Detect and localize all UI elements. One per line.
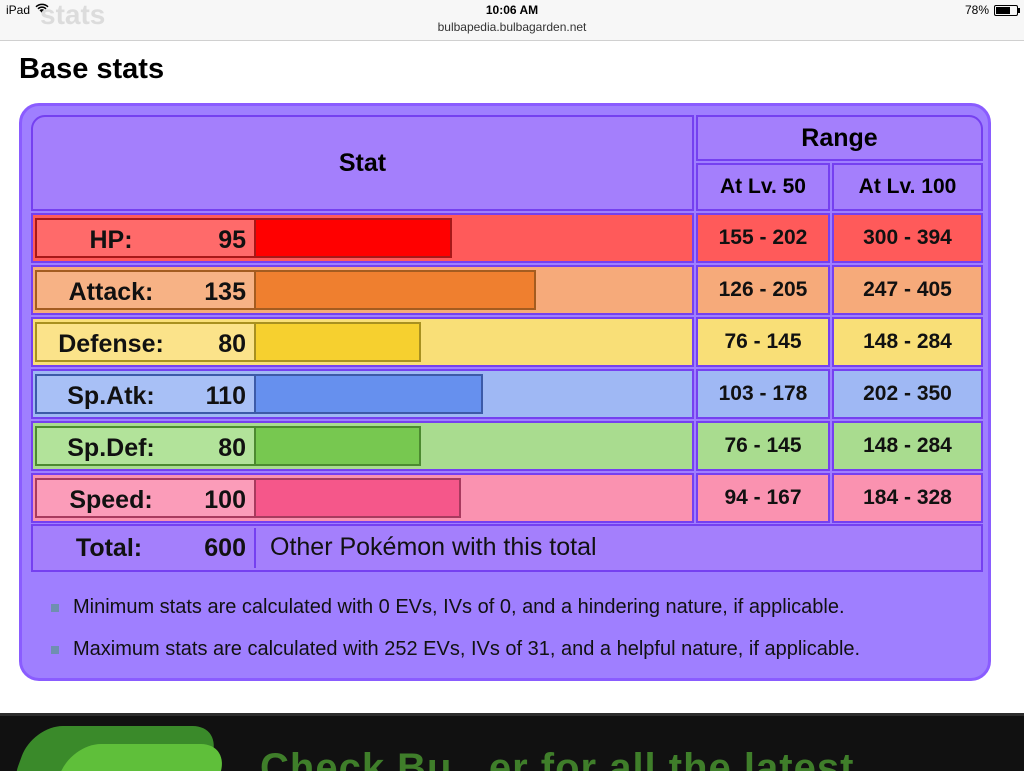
total-label-box: Total: 600 — [35, 528, 256, 568]
stat-value: 110 — [205, 382, 246, 410]
stat-name: Defense: — [58, 330, 164, 358]
stat-name: Attack: — [68, 278, 154, 306]
stat-name: Sp.Def: — [67, 434, 155, 462]
section-title: Base stats — [19, 53, 165, 85]
ad-banner[interactable]: Check Bu...er for all the latest — [0, 713, 1024, 771]
note-text: Minimum stats are calculated with 0 EVs,… — [73, 596, 845, 618]
stat-label-box: Attack: 135 — [35, 270, 254, 310]
range-lv100-cell: 148 - 284 — [832, 421, 983, 471]
note-item: Maximum stats are calculated with 252 EV… — [51, 638, 860, 661]
stat-bar — [254, 322, 421, 362]
range-lv50-cell: 94 - 167 — [696, 473, 830, 523]
battery-icon — [994, 4, 1020, 16]
stat-value: 80 — [218, 434, 246, 462]
stat-label-box: Speed: 100 — [35, 478, 254, 518]
stat-label-box: Defense: 80 — [35, 322, 254, 362]
stat-row: Sp.Atk: 110 — [31, 369, 694, 419]
range-lv50-cell: 126 - 205 — [696, 265, 830, 315]
range-lv100-cell: 148 - 284 — [832, 317, 983, 367]
bullet-icon — [51, 603, 59, 612]
clock: 10:06 AM — [485, 3, 539, 17]
stat-bar — [254, 270, 536, 310]
stat-value: 135 — [204, 278, 246, 306]
stat-row: Sp.Def: 80 — [31, 421, 694, 471]
wifi-icon — [35, 3, 49, 17]
total-value: 600 — [204, 534, 246, 562]
stat-bar — [254, 426, 421, 466]
range-lv50-cell: 76 - 145 — [696, 421, 830, 471]
stat-name: HP: — [89, 226, 133, 254]
stat-row: Defense: 80 — [31, 317, 694, 367]
other-pokemon-link[interactable]: Other Pokémon with this total — [270, 533, 597, 561]
range-lv100-cell: 247 - 405 — [832, 265, 983, 315]
stat-value: 80 — [218, 330, 246, 358]
stat-header: Stat — [31, 115, 694, 211]
range-header: Range — [696, 115, 983, 161]
range-lv50-cell: 76 - 145 — [696, 317, 830, 367]
battery-percent: 78% — [964, 3, 989, 17]
base-stats-table: Stat Range At Lv. 50 At Lv. 100 HP: 95 155… — [19, 103, 991, 681]
stat-row: Attack: 135 — [31, 265, 694, 315]
range-lv100-cell: 300 - 394 — [832, 213, 983, 263]
note-text: Maximum stats are calculated with 252 EV… — [73, 638, 861, 660]
status-bar: iPad 10:06 AM 78% — [0, 0, 1024, 20]
stat-bar — [254, 218, 452, 258]
range-lv50-cell: 103 - 178 — [696, 369, 830, 419]
stat-label-box: HP: 95 — [35, 218, 254, 258]
stat-name: Sp.Atk: — [67, 382, 155, 410]
stat-label-box: Sp.Def: 80 — [35, 426, 254, 466]
stat-row: HP: 95 — [31, 213, 694, 263]
stat-row: Speed: 100 — [31, 473, 694, 523]
range-lv100-cell: 184 - 328 — [832, 473, 983, 523]
total-label: Total: — [75, 534, 143, 562]
total-row: Total: 600 Other Pokémon with this total — [31, 524, 983, 572]
note-item: Minimum stats are calculated with 0 EVs,… — [51, 596, 845, 619]
stat-bar — [254, 478, 461, 518]
stat-bar — [254, 374, 483, 414]
stat-name: Speed: — [69, 486, 153, 514]
bullet-icon — [51, 645, 59, 654]
stat-value: 95 — [218, 226, 246, 254]
range-lv50-cell: 155 - 202 — [696, 213, 830, 263]
notes: Minimum stats are calculated with 0 EVs,… — [31, 575, 983, 672]
scrolled-heading-ghost: stats — [40, 0, 106, 30]
address-bar[interactable]: stats bulbapedia.bulbagarden.net — [0, 1, 1024, 41]
device-label: iPad — [6, 3, 31, 17]
stat-label-box: Sp.Atk: 110 — [35, 374, 254, 414]
range-lv100-cell: 202 - 350 — [832, 369, 983, 419]
stat-value: 100 — [204, 486, 246, 514]
url-text[interactable]: bulbapedia.bulbagarden.net — [437, 20, 587, 34]
ad-text: Check Bu...er for all the latest — [260, 746, 855, 771]
lv100-header: At Lv. 100 — [832, 163, 983, 211]
lv50-header: At Lv. 50 — [696, 163, 830, 211]
